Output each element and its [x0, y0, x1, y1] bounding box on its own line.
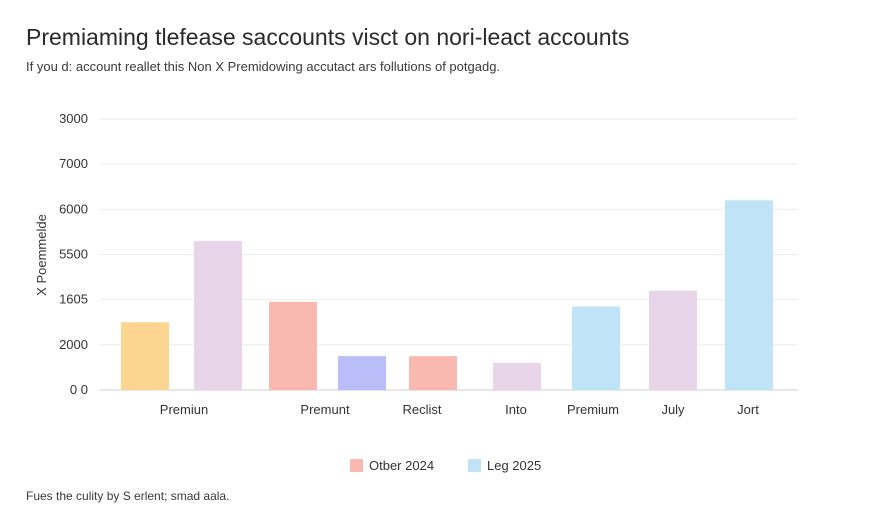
bar: [725, 200, 773, 390]
x-tick-label: Jort: [737, 402, 759, 417]
x-tick-label: Premunt: [300, 402, 350, 417]
x-tick-label: Premiun: [160, 402, 208, 417]
y-tick-label: 5500: [59, 247, 88, 262]
chart-subtitle: If you d: account reallet this Non X Pre…: [26, 59, 501, 74]
x-tick-label: Into: [505, 402, 527, 417]
x-tick-label: Premium: [567, 402, 619, 417]
legend-swatch: [468, 459, 481, 472]
bar: [572, 306, 620, 390]
legend-swatch: [350, 459, 363, 472]
bar: [409, 356, 457, 390]
y-tick-label: 7000: [59, 156, 88, 171]
chart-title: Premiaming tlefease saccounts visct on n…: [26, 24, 630, 50]
y-tick-label: 1605: [59, 292, 88, 307]
bar: [121, 322, 169, 390]
legend: Otber 2024 Leg 2025: [350, 458, 541, 473]
bar: [338, 356, 386, 390]
y-tick-label: 0 0: [70, 382, 88, 397]
y-axis-ticks: 0 0 2000 1605 5500 6000 7000 3000: [59, 111, 88, 397]
bar: [194, 240, 242, 390]
x-tick-label: Reclist: [402, 402, 441, 417]
x-tick-label: July: [661, 402, 685, 417]
x-axis-categories: Premiun Premunt Reclist Into Premium July Jort: [160, 402, 759, 417]
y-tick-label: 6000: [59, 201, 88, 216]
legend-label: Otber 2024: [369, 458, 434, 473]
bar: [493, 362, 541, 390]
y-axis-title: X Poemmelde: [34, 214, 49, 296]
bars: [121, 200, 773, 390]
bar: [269, 301, 317, 390]
y-tick-label: 3000: [59, 111, 88, 126]
legend-label: Leg 2025: [487, 458, 541, 473]
y-tick-label: 2000: [59, 337, 88, 352]
chart-footnote: Fues the culity by S erlent; smad aala.: [26, 489, 230, 503]
bar: [649, 290, 697, 390]
